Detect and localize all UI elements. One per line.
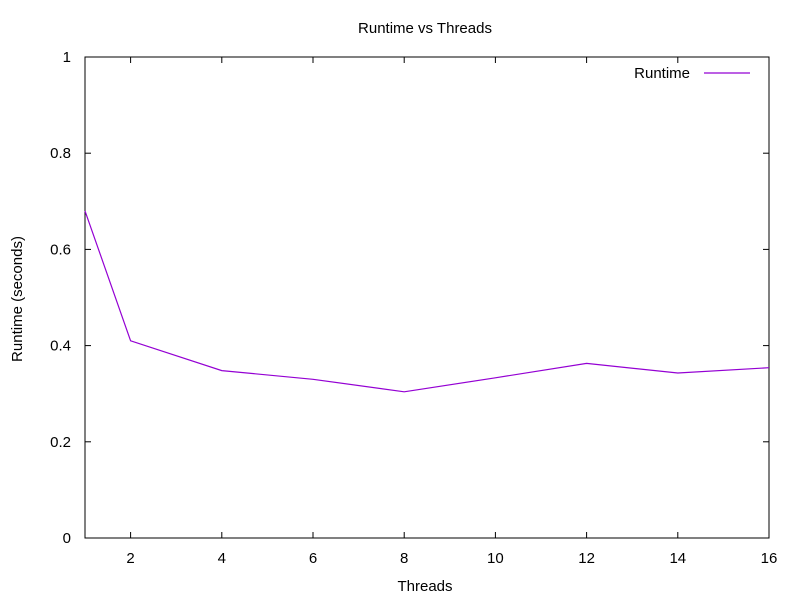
x-tick-label: 10 — [487, 550, 504, 567]
x-tick-label: 2 — [126, 550, 134, 567]
y-tick-label: 0.6 — [50, 241, 71, 258]
y-axis-label: Runtime (seconds) — [9, 236, 26, 362]
x-tick-label: 16 — [761, 550, 778, 567]
y-tick-label: 0 — [63, 530, 71, 547]
plot-border — [84, 56, 770, 539]
chart-title: Runtime vs Threads — [358, 20, 492, 37]
y-tick-label: 0.8 — [50, 145, 71, 162]
y-tick-label: 0.4 — [50, 338, 71, 355]
x-tick-label: 8 — [400, 550, 408, 567]
x-tick-label: 14 — [669, 550, 686, 567]
x-tick-label: 4 — [218, 550, 226, 567]
x-tick-label: 6 — [309, 550, 317, 567]
legend-label: Runtime — [634, 65, 690, 82]
series-line-runtime — [84, 210, 770, 393]
x-axis-label: Threads — [397, 578, 452, 595]
y-tick-label: 0.2 — [50, 434, 71, 451]
x-tick-label: 12 — [578, 550, 595, 567]
y-tick-label: 1 — [63, 49, 71, 66]
